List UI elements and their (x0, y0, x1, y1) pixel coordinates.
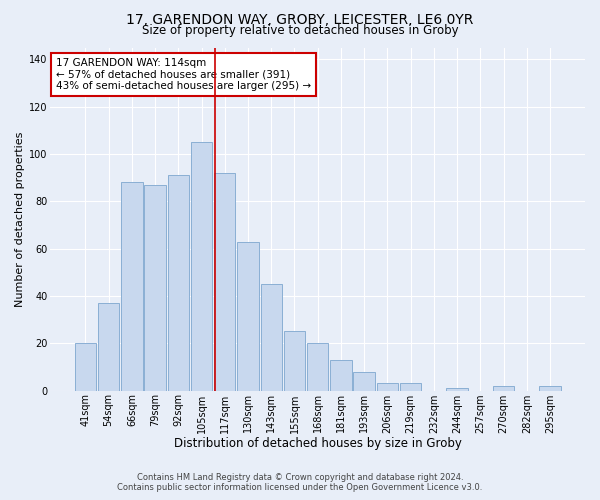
Bar (75, 343, 96, 390)
Y-axis label: Number of detached properties: Number of detached properties (15, 132, 25, 306)
Bar (307, 343, 328, 390)
Bar (121, 182, 143, 390)
Bar (377, 384, 398, 390)
Bar (191, 142, 212, 390)
Bar (353, 372, 375, 390)
Bar (539, 386, 561, 390)
Text: 17, GARENDON WAY, GROBY, LEICESTER, LE6 0YR: 17, GARENDON WAY, GROBY, LEICESTER, LE6 … (127, 12, 473, 26)
Bar (238, 242, 259, 390)
X-axis label: Distribution of detached houses by size in Groby: Distribution of detached houses by size … (174, 437, 461, 450)
Bar (260, 284, 282, 391)
Bar (98, 303, 119, 390)
Bar (400, 384, 421, 390)
Text: Size of property relative to detached houses in Groby: Size of property relative to detached ho… (142, 24, 458, 37)
Bar (330, 360, 352, 390)
Bar (446, 388, 468, 390)
Bar (145, 184, 166, 390)
Bar (284, 332, 305, 390)
Bar (167, 176, 189, 390)
Bar (493, 386, 514, 390)
Bar (214, 173, 235, 390)
Text: Contains HM Land Registry data © Crown copyright and database right 2024.
Contai: Contains HM Land Registry data © Crown c… (118, 473, 482, 492)
Text: 17 GARENDON WAY: 114sqm
← 57% of detached houses are smaller (391)
43% of semi-d: 17 GARENDON WAY: 114sqm ← 57% of detache… (56, 58, 311, 91)
